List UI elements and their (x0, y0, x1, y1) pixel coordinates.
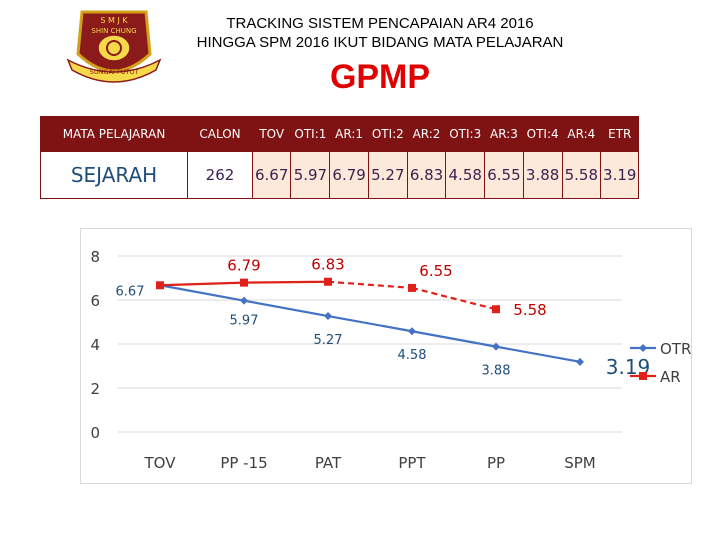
data-point-otr (408, 327, 416, 336)
value-cell: 5.58 (561, 151, 602, 199)
x-tick-label: TOV (144, 454, 177, 472)
table-header-cell: OTI:4 (522, 116, 563, 152)
value-cell: 6.55 (484, 151, 524, 199)
data-point-ar (156, 281, 164, 290)
data-label-ar: 6.55 (419, 262, 452, 280)
table-header-cell: OTI:1 (290, 116, 331, 152)
data-label-otr: 6.67 (116, 284, 145, 299)
data-label-ar: 6.83 (311, 256, 344, 274)
x-tick-label: PP -15 (220, 454, 267, 472)
data-point-ar (492, 305, 500, 314)
title-line-1: TRACKING SISTEM PENCAPAIAN AR4 2016 (226, 15, 534, 32)
series-line-otr (495, 345, 581, 363)
data-point-ar (240, 278, 248, 287)
legend-marker-otr (639, 344, 647, 352)
series-line-otr (327, 314, 413, 333)
data-label-otr: 4.58 (398, 348, 427, 363)
series-line-ar (243, 280, 329, 284)
legend-label: AR (660, 368, 681, 386)
series-line-ar (411, 286, 497, 311)
table-header-cell: MATA PELAJARAN (40, 116, 188, 152)
table-header-cell: ETR (600, 116, 640, 152)
data-point-otr (576, 357, 584, 366)
logo-banner-text: SUNGAI PUTUT (90, 68, 139, 76)
x-tick-label: SPM (564, 454, 596, 472)
x-tick-label: PAT (315, 454, 342, 472)
school-logo: S M J K SHIN CHUNG SUNGAI PUTUT (66, 10, 162, 83)
table-header-cell: AR:3 (484, 116, 524, 152)
table-header-cell: OTI:3 (445, 116, 486, 152)
chart-svg: 0 2 4 6 8 TOV PP -15 PAT PPT PP SPM 6.67 5.97 5.27 4.5… (80, 228, 692, 484)
y-tick-label: 2 (90, 380, 100, 398)
value-cell: 6.79 (329, 151, 369, 199)
legend-label: OTR (660, 340, 691, 358)
x-tick-label: PP (487, 454, 505, 472)
table-header-cell: TOV (251, 116, 292, 152)
value-cell: 5.27 (367, 151, 408, 199)
data-point-otr (240, 296, 248, 305)
series-line-otr (243, 299, 329, 318)
value-cell: 4.58 (445, 151, 486, 199)
y-tick-label: 4 (90, 336, 100, 354)
chart-frame (80, 228, 692, 484)
series-line-otr (159, 284, 245, 302)
data-point-otr (324, 312, 332, 321)
data-point-ar (408, 283, 416, 292)
title-line-2: HINGGA SPM 2016 IKUT BIDANG MATA PELAJAR… (196, 34, 564, 51)
series-line-ar (159, 281, 245, 287)
logo-name-text: SHIN CHUNG (91, 27, 136, 35)
table-header-cell: AR:2 (406, 116, 447, 152)
x-tick-label: PPT (398, 454, 426, 472)
value-cell: 3.88 (522, 151, 563, 199)
value-cell: 3.19 (600, 151, 640, 199)
series-line-ar (327, 280, 413, 289)
series-line-otr (411, 330, 497, 348)
table-header-cell: AR:4 (561, 116, 602, 152)
data-label-ar: 5.58 (513, 301, 546, 319)
table-header-cell: AR:1 (329, 116, 369, 152)
y-tick-label: 6 (90, 292, 100, 310)
subject-cell: SEJARAH (40, 151, 188, 199)
value-cell: 5.97 (290, 151, 331, 199)
value-cell: 6.83 (406, 151, 447, 199)
legend-marker-ar (639, 372, 647, 380)
calon-cell: 262 (187, 151, 253, 199)
line-chart: 0 2 4 6 8 TOV PP -15 PAT PPT PP SPM 6.67 5.97 5.27 4.5… (80, 228, 692, 484)
table-header-cell: OTI:2 (367, 116, 408, 152)
data-label-otr: 5.97 (230, 314, 259, 329)
gpmp-heading: GPMP (329, 58, 431, 96)
page-title: TRACKING SISTEM PENCAPAIAN AR4 2016 HING… (170, 14, 590, 52)
data-point-otr (492, 342, 500, 351)
table-row: SEJARAH 262 6.67 5.97 6.79 5.27 6.83 4.5… (40, 151, 640, 199)
data-label-otr: 5.27 (314, 333, 343, 348)
data-label-ar: 6.79 (227, 257, 260, 275)
data-point-ar (324, 277, 332, 286)
table-header-cell: CALON (187, 116, 253, 152)
y-tick-label: 0 (90, 424, 100, 442)
results-table: MATA PELAJARAN CALON TOV OTI:1 AR:1 OTI:… (40, 116, 640, 199)
value-cell: 6.67 (251, 151, 292, 199)
y-tick-label: 8 (90, 248, 100, 266)
table-header-row: MATA PELAJARAN CALON TOV OTI:1 AR:1 OTI:… (40, 116, 640, 152)
data-label-otr: 3.88 (482, 364, 511, 379)
logo-top-text: S M J K (100, 16, 128, 25)
